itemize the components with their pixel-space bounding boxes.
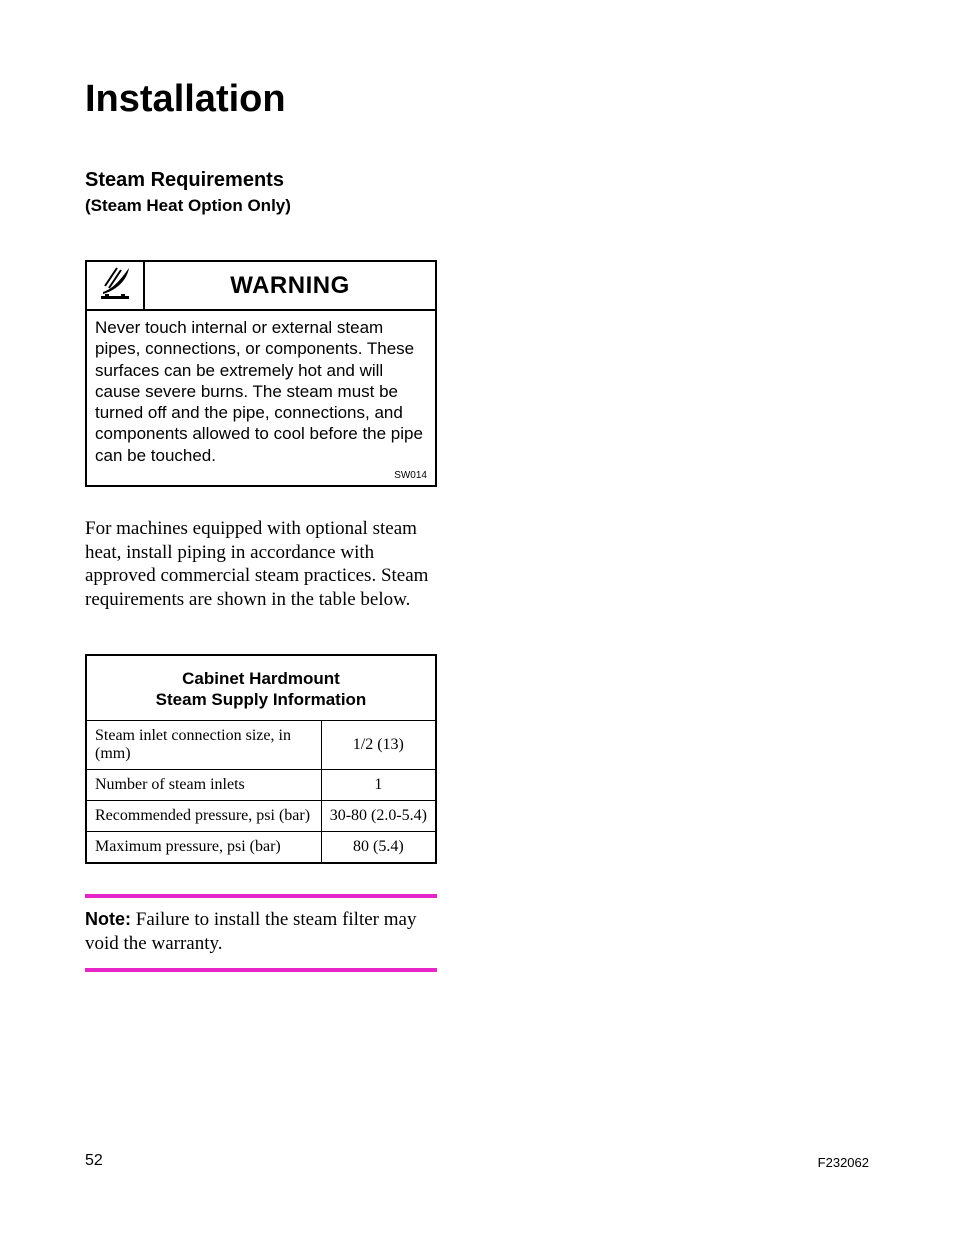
table-cell-value: 1/2 (13) xyxy=(321,721,436,770)
table-cell-label: Steam inlet connection size, in (mm) xyxy=(86,721,321,770)
table-title-line2: Steam Supply Information xyxy=(156,690,367,709)
note-body: Failure to install the steam filter may … xyxy=(85,909,416,954)
table-cell-label: Maximum pressure, psi (bar) xyxy=(86,832,321,864)
note-label: Note: xyxy=(85,909,131,929)
table-title: Cabinet Hardmount Steam Supply Informati… xyxy=(86,655,436,721)
document-code: F232062 xyxy=(818,1155,869,1170)
warning-box: WARNING Never touch internal or external… xyxy=(85,260,437,487)
steam-info-table: Cabinet Hardmount Steam Supply Informati… xyxy=(85,654,437,865)
page-number: 52 xyxy=(85,1152,103,1170)
section-heading: Steam Requirements xyxy=(85,169,869,192)
warning-body-text: Never touch internal or external steam p… xyxy=(87,311,435,470)
table-cell-label: Recommended pressure, psi (bar) xyxy=(86,801,321,832)
body-paragraph: For machines equipped with optional stea… xyxy=(85,517,437,612)
warning-code: SW014 xyxy=(87,470,435,485)
warning-icon-cell xyxy=(87,262,145,309)
table-row: Maximum pressure, psi (bar) 80 (5.4) xyxy=(86,832,436,864)
section-subheading: (Steam Heat Option Only) xyxy=(85,196,869,216)
table-cell-label: Number of steam inlets xyxy=(86,770,321,801)
warning-header: WARNING xyxy=(87,262,435,311)
note-text: Note: Failure to install the steam filte… xyxy=(85,909,416,954)
table-cell-value: 1 xyxy=(321,770,436,801)
warning-title: WARNING xyxy=(230,272,350,300)
table-title-line1: Cabinet Hardmount xyxy=(182,669,340,688)
page-title: Installation xyxy=(85,78,869,121)
hot-surface-icon xyxy=(95,266,135,305)
table-row: Steam inlet connection size, in (mm) 1/2… xyxy=(86,721,436,770)
note-block: Note: Failure to install the steam filte… xyxy=(85,894,437,972)
table-cell-value: 30-80 (2.0-5.4) xyxy=(321,801,436,832)
table-row: Recommended pressure, psi (bar) 30-80 (2… xyxy=(86,801,436,832)
warning-title-cell: WARNING xyxy=(145,262,435,309)
table-cell-value: 80 (5.4) xyxy=(321,832,436,864)
table-row: Number of steam inlets 1 xyxy=(86,770,436,801)
